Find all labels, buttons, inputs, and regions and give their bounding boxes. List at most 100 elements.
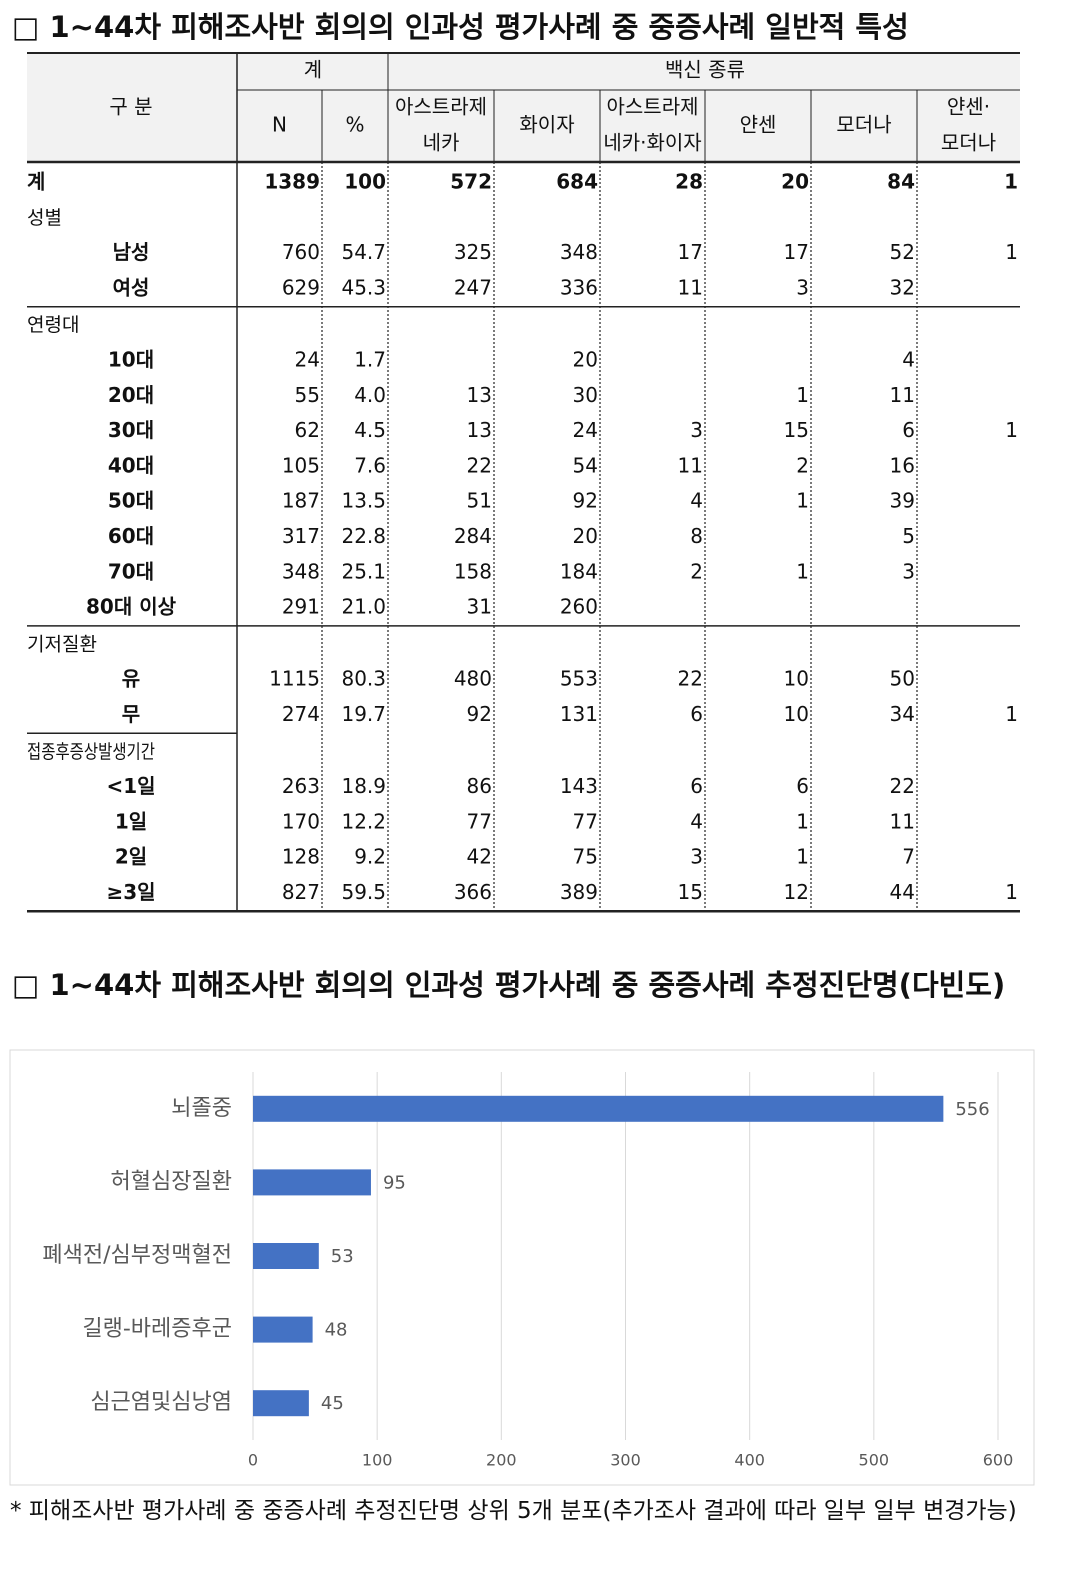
cell: 6 — [902, 418, 915, 442]
bar — [253, 1243, 319, 1269]
cell: 6 — [690, 774, 703, 798]
cell: 348 — [282, 559, 320, 583]
cell: 284 — [454, 524, 492, 548]
cell: 6 — [796, 774, 809, 798]
cell: 480 — [454, 667, 492, 691]
column-header: 네카 — [423, 131, 460, 155]
cell: 39 — [890, 489, 915, 513]
row-label: 70대 — [108, 559, 154, 583]
cell: 50 — [890, 667, 915, 691]
header-vaccine: 백신 종류 — [665, 58, 745, 82]
group-label: 기저질환 — [27, 633, 97, 655]
cell: 21.0 — [341, 595, 386, 619]
row-label: 60대 — [108, 524, 154, 548]
row-label: 2일 — [115, 845, 147, 869]
cell: 84 — [887, 170, 915, 194]
cell: 19.7 — [341, 702, 386, 726]
cell: 62 — [295, 418, 320, 442]
table-title: □ 1~44차 피해조사반 회의의 인과성 평가사례 중 중증사례 일반적 특성 — [12, 10, 909, 44]
cell: 4.5 — [354, 418, 386, 442]
x-tick-label: 0 — [248, 1451, 258, 1470]
header-bg — [27, 53, 1020, 162]
row-label: 남성 — [113, 240, 150, 264]
row-label: 유 — [122, 667, 140, 691]
cell: 13 — [467, 418, 492, 442]
cell: 348 — [560, 240, 598, 264]
cell: 553 — [560, 667, 598, 691]
category-label: 길랭-바레증후군 — [82, 1317, 232, 1342]
cell: 12.2 — [341, 809, 386, 833]
cell: 8 — [690, 524, 703, 548]
row-label: 계 — [27, 170, 45, 194]
cell: 366 — [454, 880, 492, 904]
cell: 684 — [556, 170, 598, 194]
cell: 34 — [890, 702, 915, 726]
cell: 80.3 — [341, 667, 386, 691]
value-label: 95 — [383, 1172, 406, 1193]
cell: 317 — [282, 524, 320, 548]
cell: 263 — [282, 774, 320, 798]
row-label: 1일 — [115, 809, 147, 833]
x-tick-label: 400 — [734, 1451, 765, 1470]
cell: 1 — [1005, 702, 1018, 726]
cell: 54 — [573, 453, 598, 477]
cell: 42 — [467, 845, 492, 869]
cell: 55 — [295, 383, 320, 407]
value-label: 556 — [955, 1099, 989, 1120]
category-label: 심근염및심낭염 — [90, 1390, 232, 1415]
cell: 389 — [560, 880, 598, 904]
cell: 77 — [467, 809, 492, 833]
cell: 22 — [467, 453, 492, 477]
cell: 3 — [690, 418, 703, 442]
x-tick-label: 300 — [610, 1451, 641, 1470]
cell: 1 — [796, 559, 809, 583]
x-tick-label: 100 — [362, 1451, 393, 1470]
cell: 4 — [690, 489, 703, 513]
group-label: 연령대 — [27, 314, 79, 336]
cell: 77 — [573, 809, 598, 833]
cell: 20 — [573, 524, 598, 548]
chart-title: □ 1~44차 피해조사반 회의의 인과성 평가사례 중 중증사례 추정진단명(… — [12, 968, 1006, 1002]
footnote: * 피해조사반 평가사례 중 중증사례 추정진단명 상위 5개 분포(추가조사 … — [10, 1498, 1017, 1524]
cell: 1 — [796, 809, 809, 833]
cell: 22 — [890, 774, 915, 798]
cell: 5 — [902, 524, 915, 548]
column-header: 아스트라제 — [607, 95, 699, 119]
row-label: 40대 — [108, 453, 154, 477]
cell: 7.6 — [354, 453, 386, 477]
cell: 274 — [282, 702, 320, 726]
column-header: 얀센 — [740, 113, 777, 137]
cell: 143 — [560, 774, 598, 798]
cell: 260 — [560, 595, 598, 619]
cell: 59.5 — [341, 880, 386, 904]
cell: 15 — [678, 880, 703, 904]
cell: 24 — [573, 418, 598, 442]
cell: 1.7 — [354, 348, 386, 372]
cell: 6 — [690, 702, 703, 726]
cell: 44 — [890, 880, 915, 904]
cell: 2 — [690, 559, 703, 583]
cell: 2 — [796, 453, 809, 477]
cell: 24 — [295, 348, 320, 372]
column-header: 모더나 — [836, 113, 891, 137]
cell: 13.5 — [341, 489, 386, 513]
cell: 170 — [282, 809, 320, 833]
cell: 3 — [902, 559, 915, 583]
cell: 247 — [454, 275, 492, 299]
row-label: 20대 — [108, 383, 154, 407]
cell: 1 — [1004, 170, 1018, 194]
cell: 291 — [282, 595, 320, 619]
cell: 158 — [454, 559, 492, 583]
cell: 760 — [282, 240, 320, 264]
cell: 86 — [467, 774, 492, 798]
row-label: <1일 — [106, 774, 155, 798]
cell: 30 — [573, 383, 598, 407]
cell: 10 — [784, 667, 809, 691]
cell: 1 — [796, 489, 809, 513]
row-label: 무 — [122, 702, 140, 726]
cell: 32 — [890, 275, 915, 299]
cell: 28 — [675, 170, 703, 194]
cell: 4 — [690, 809, 703, 833]
cell: 52 — [890, 240, 915, 264]
cell: 187 — [282, 489, 320, 513]
